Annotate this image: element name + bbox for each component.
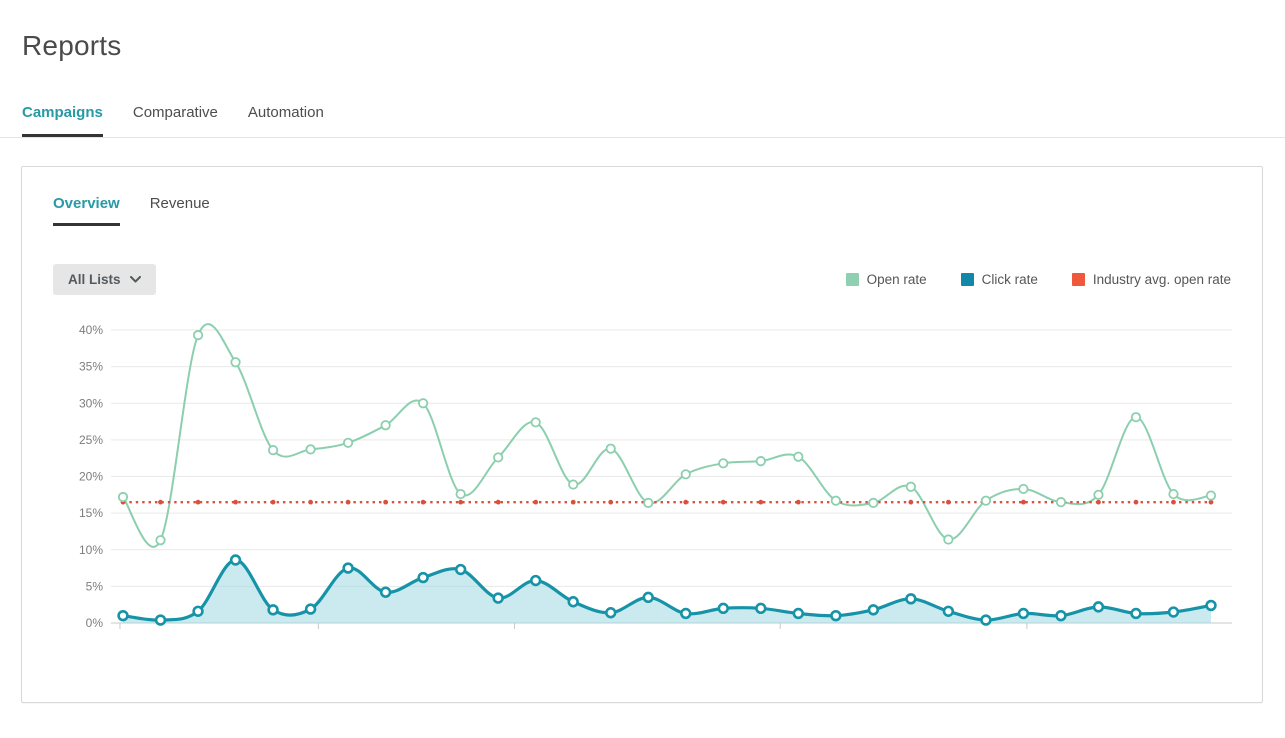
- open-rate-markers: [117, 330, 1217, 546]
- list-filter-label: All Lists: [68, 272, 121, 287]
- card-tabs: Overview Revenue: [53, 195, 1231, 226]
- list-filter-dropdown[interactable]: All Lists: [53, 264, 156, 295]
- industry-avg-line: [120, 499, 1214, 505]
- report-tabs: Campaigns Comparative Automation: [0, 104, 1285, 138]
- svg-text:5%: 5%: [86, 579, 104, 593]
- tab-overview[interactable]: Overview: [53, 195, 120, 226]
- svg-text:0%: 0%: [86, 616, 104, 630]
- legend-item-industry-avg[interactable]: Industry avg. open rate: [1071, 272, 1231, 287]
- tab-revenue[interactable]: Revenue: [149, 195, 210, 212]
- x-axis-ticks: [119, 623, 1028, 629]
- campaign-performance-chart: 0% 5% 10% 15% 20% 25% 30% 35% 40%: [79, 323, 1232, 630]
- click-rate-area: [123, 560, 1211, 623]
- campaigns-report-card: Overview Revenue All Lists Open rate Cli…: [21, 166, 1263, 703]
- legend-item-open-rate[interactable]: Open rate: [845, 272, 927, 287]
- tab-comparative[interactable]: Comparative: [132, 104, 218, 121]
- open-rate-swatch: [845, 273, 859, 286]
- click-rate-legend-label: Click rate: [981, 272, 1038, 287]
- y-grid: 0% 5% 10% 15% 20% 25% 30% 35% 40%: [79, 323, 1232, 630]
- open-rate-legend-label: Open rate: [866, 272, 927, 287]
- svg-text:20%: 20%: [79, 470, 103, 484]
- tab-campaigns[interactable]: Campaigns: [22, 104, 103, 137]
- chart-area: 0% 5% 10% 15% 20% 25% 30% 35% 40%: [71, 316, 1262, 646]
- svg-text:10%: 10%: [79, 543, 103, 557]
- legend-item-click-rate[interactable]: Click rate: [960, 272, 1038, 287]
- svg-text:40%: 40%: [79, 323, 103, 337]
- click-rate-swatch: [960, 273, 974, 286]
- svg-text:15%: 15%: [79, 506, 103, 520]
- click-rate-series: [117, 554, 1217, 626]
- chart-legend: Open rate Click rate Industry avg. open …: [845, 272, 1231, 287]
- industry-avg-legend-label: Industry avg. open rate: [1092, 272, 1231, 287]
- tab-automation[interactable]: Automation: [247, 104, 324, 121]
- svg-text:25%: 25%: [79, 433, 103, 447]
- svg-text:30%: 30%: [79, 396, 103, 410]
- chevron-down-icon: [129, 276, 141, 283]
- page-title: Reports: [22, 30, 122, 61]
- chart-controls-row: All Lists Open rate Click rate Industry …: [53, 264, 1231, 295]
- svg-text:35%: 35%: [79, 360, 103, 374]
- industry-avg-swatch: [1071, 273, 1085, 286]
